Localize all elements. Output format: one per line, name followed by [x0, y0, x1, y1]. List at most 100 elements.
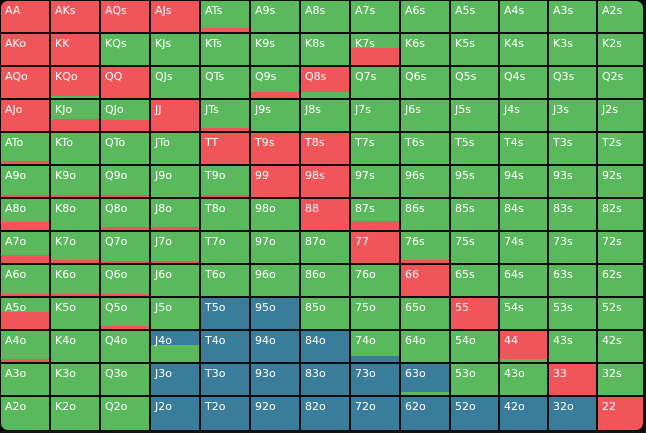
hand-cell-q4s[interactable]: Q4s — [499, 66, 548, 99]
hand-cell-q2o[interactable]: Q2o — [100, 396, 150, 431]
hand-cell-t5o[interactable]: T5o — [200, 297, 250, 330]
hand-cell-ako[interactable]: AKo — [0, 33, 50, 66]
hand-cell-j7o[interactable]: J7o — [150, 231, 200, 264]
hand-cell-aqo[interactable]: AQo — [0, 66, 50, 99]
hand-cell-j2o[interactable]: J2o — [150, 396, 200, 431]
hand-cell-75o[interactable]: 75o — [350, 297, 400, 330]
hand-cell-a4s[interactable]: A4s — [499, 0, 548, 33]
hand-cell-tt[interactable]: TT — [200, 132, 250, 165]
hand-cell-j8o[interactable]: J8o — [150, 198, 200, 231]
hand-cell-q7o[interactable]: Q7o — [100, 231, 150, 264]
hand-cell-66[interactable]: 66 — [400, 264, 450, 297]
hand-cell-a8s[interactable]: A8s — [300, 0, 350, 33]
hand-cell-k6o[interactable]: K6o — [50, 264, 100, 297]
hand-cell-q7s[interactable]: Q7s — [350, 66, 400, 99]
hand-cell-j4o[interactable]: J4o — [150, 330, 200, 363]
hand-cell-kqo[interactable]: KQo — [50, 66, 100, 99]
hand-cell-54s[interactable]: 54s — [499, 297, 548, 330]
hand-cell-62o[interactable]: 62o — [400, 396, 450, 431]
hand-cell-65s[interactable]: 65s — [450, 264, 499, 297]
hand-cell-92s[interactable]: 92s — [597, 165, 644, 198]
hand-cell-a9o[interactable]: A9o — [0, 165, 50, 198]
hand-cell-84o[interactable]: 84o — [300, 330, 350, 363]
hand-cell-k2o[interactable]: K2o — [50, 396, 100, 431]
hand-cell-a2s[interactable]: A2s — [597, 0, 644, 33]
hand-cell-k4o[interactable]: K4o — [50, 330, 100, 363]
hand-cell-97o[interactable]: 97o — [250, 231, 300, 264]
hand-cell-63s[interactable]: 63s — [548, 264, 597, 297]
hand-cell-q8o[interactable]: Q8o — [100, 198, 150, 231]
hand-cell-93s[interactable]: 93s — [548, 165, 597, 198]
hand-cell-kjs[interactable]: KJs — [150, 33, 200, 66]
hand-cell-86s[interactable]: 86s — [400, 198, 450, 231]
hand-cell-qjo[interactable]: QJo — [100, 99, 150, 132]
hand-cell-t3o[interactable]: T3o — [200, 363, 250, 396]
hand-cell-kts[interactable]: KTs — [200, 33, 250, 66]
hand-cell-54o[interactable]: 54o — [450, 330, 499, 363]
hand-cell-93o[interactable]: 93o — [250, 363, 300, 396]
hand-cell-a7o[interactable]: A7o — [0, 231, 50, 264]
hand-cell-t7o[interactable]: T7o — [200, 231, 250, 264]
hand-cell-84s[interactable]: 84s — [499, 198, 548, 231]
hand-cell-aqs[interactable]: AQs — [100, 0, 150, 33]
hand-cell-83o[interactable]: 83o — [300, 363, 350, 396]
hand-cell-t2o[interactable]: T2o — [200, 396, 250, 431]
hand-cell-95s[interactable]: 95s — [450, 165, 499, 198]
hand-cell-kto[interactable]: KTo — [50, 132, 100, 165]
hand-cell-95o[interactable]: 95o — [250, 297, 300, 330]
hand-cell-t6o[interactable]: T6o — [200, 264, 250, 297]
hand-cell-aks[interactable]: AKs — [50, 0, 100, 33]
hand-cell-k6s[interactable]: K6s — [400, 33, 450, 66]
hand-cell-96o[interactable]: 96o — [250, 264, 300, 297]
hand-cell-65o[interactable]: 65o — [400, 297, 450, 330]
hand-cell-k8o[interactable]: K8o — [50, 198, 100, 231]
hand-cell-t4s[interactable]: T4s — [499, 132, 548, 165]
hand-cell-ats[interactable]: ATs — [200, 0, 250, 33]
hand-cell-64o[interactable]: 64o — [400, 330, 450, 363]
hand-cell-t9o[interactable]: T9o — [200, 165, 250, 198]
hand-cell-82o[interactable]: 82o — [300, 396, 350, 431]
hand-cell-jj[interactable]: JJ — [150, 99, 200, 132]
hand-cell-85s[interactable]: 85s — [450, 198, 499, 231]
hand-cell-82s[interactable]: 82s — [597, 198, 644, 231]
hand-cell-75s[interactable]: 75s — [450, 231, 499, 264]
hand-cell-q6s[interactable]: Q6s — [400, 66, 450, 99]
hand-cell-k9s[interactable]: K9s — [250, 33, 300, 66]
hand-cell-77[interactable]: 77 — [350, 231, 400, 264]
hand-cell-53o[interactable]: 53o — [450, 363, 499, 396]
hand-cell-j5o[interactable]: J5o — [150, 297, 200, 330]
hand-cell-76o[interactable]: 76o — [350, 264, 400, 297]
hand-cell-72o[interactable]: 72o — [350, 396, 400, 431]
hand-cell-76s[interactable]: 76s — [400, 231, 450, 264]
hand-cell-52s[interactable]: 52s — [597, 297, 644, 330]
hand-cell-qjs[interactable]: QJs — [150, 66, 200, 99]
hand-cell-32o[interactable]: 32o — [548, 396, 597, 431]
hand-cell-q3s[interactable]: Q3s — [548, 66, 597, 99]
hand-cell-q9s[interactable]: Q9s — [250, 66, 300, 99]
hand-cell-k3s[interactable]: K3s — [548, 33, 597, 66]
hand-cell-j4s[interactable]: J4s — [499, 99, 548, 132]
hand-cell-98o[interactable]: 98o — [250, 198, 300, 231]
hand-cell-j6o[interactable]: J6o — [150, 264, 200, 297]
hand-cell-87s[interactable]: 87s — [350, 198, 400, 231]
hand-cell-96s[interactable]: 96s — [400, 165, 450, 198]
hand-cell-j7s[interactable]: J7s — [350, 99, 400, 132]
hand-cell-44[interactable]: 44 — [499, 330, 548, 363]
hand-cell-a3s[interactable]: A3s — [548, 0, 597, 33]
hand-cell-a5s[interactable]: A5s — [450, 0, 499, 33]
hand-cell-42s[interactable]: 42s — [597, 330, 644, 363]
hand-cell-92o[interactable]: 92o — [250, 396, 300, 431]
hand-cell-a8o[interactable]: A8o — [0, 198, 50, 231]
hand-cell-t2s[interactable]: T2s — [597, 132, 644, 165]
hand-cell-63o[interactable]: 63o — [400, 363, 450, 396]
hand-cell-q9o[interactable]: Q9o — [100, 165, 150, 198]
hand-cell-a5o[interactable]: A5o — [0, 297, 50, 330]
hand-cell-a9s[interactable]: A9s — [250, 0, 300, 33]
hand-cell-j8s[interactable]: J8s — [300, 99, 350, 132]
hand-cell-98s[interactable]: 98s — [300, 165, 350, 198]
hand-cell-t8s[interactable]: T8s — [300, 132, 350, 165]
hand-cell-jto[interactable]: JTo — [150, 132, 200, 165]
hand-cell-53s[interactable]: 53s — [548, 297, 597, 330]
hand-cell-qq[interactable]: QQ — [100, 66, 150, 99]
hand-cell-74o[interactable]: 74o — [350, 330, 400, 363]
